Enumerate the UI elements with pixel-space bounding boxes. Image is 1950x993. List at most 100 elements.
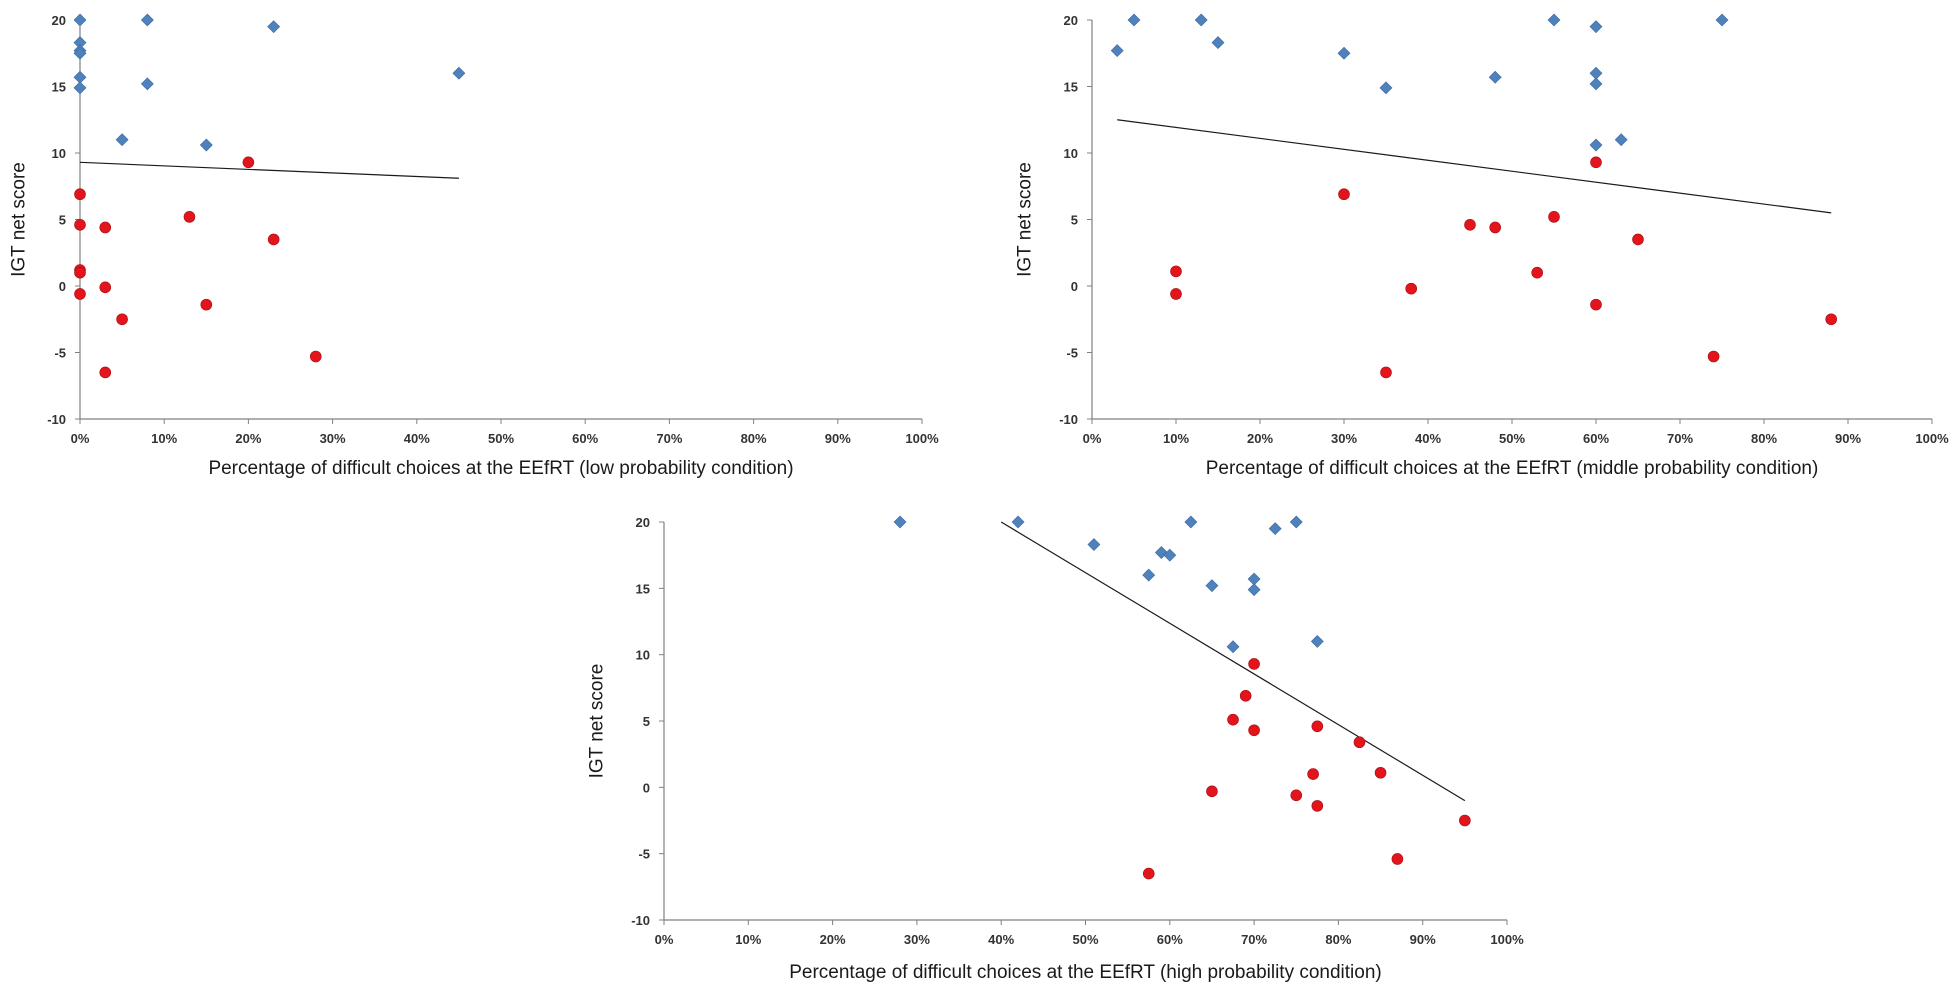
x-axis-label: Percentage of difficult choices at the E… bbox=[789, 962, 1382, 983]
circle-point bbox=[74, 188, 86, 201]
circle-point bbox=[1531, 266, 1543, 279]
diamond-point bbox=[452, 66, 466, 80]
trend-line bbox=[1117, 119, 1832, 214]
y-tick-label: 5 bbox=[1071, 213, 1078, 228]
diamond-point bbox=[1226, 640, 1240, 654]
x-tick-label: 100% bbox=[1490, 932, 1524, 947]
x-tick-label: 60% bbox=[1583, 431, 1609, 446]
circle-point bbox=[99, 221, 112, 234]
circle-point bbox=[1248, 658, 1260, 670]
circle-point bbox=[1170, 265, 1182, 278]
circle-point bbox=[1405, 282, 1417, 295]
y-tick-label: -10 bbox=[47, 412, 66, 427]
y-tick-label: 0 bbox=[59, 279, 66, 294]
x-tick-label: 10% bbox=[151, 431, 177, 446]
diamond-point bbox=[1163, 548, 1177, 562]
chart-1: -10 -5 0 5 10 15 20 0% 10% 20% 30% 40% 50% 60% 70% 80% 9… bbox=[9, 13, 939, 479]
circle-point bbox=[1464, 219, 1476, 231]
y-tick-label: -5 bbox=[638, 847, 650, 862]
diamond-point bbox=[1110, 44, 1124, 58]
circle-point bbox=[1248, 724, 1260, 737]
circle-point bbox=[1632, 233, 1644, 246]
x-tick-label: 90% bbox=[1835, 431, 1861, 446]
diamond-point bbox=[1715, 13, 1729, 27]
y-tick-label: 10 bbox=[1064, 146, 1078, 161]
y-tick-label: 5 bbox=[643, 714, 650, 729]
y-tick-label: 0 bbox=[643, 780, 650, 795]
y-tick-label: 10 bbox=[636, 648, 650, 663]
y-tick-label: 15 bbox=[52, 80, 66, 95]
circle-point bbox=[74, 266, 86, 279]
diamond-point bbox=[1589, 20, 1603, 34]
y-tick-label: -5 bbox=[54, 346, 66, 361]
x-tick-label: 100% bbox=[1915, 431, 1949, 446]
diamond-point bbox=[1211, 36, 1225, 50]
y-tick-label: 20 bbox=[1064, 13, 1078, 28]
circle-point bbox=[1338, 188, 1350, 201]
x-tick-label: 10% bbox=[1163, 431, 1189, 446]
y-tick-label: -5 bbox=[1066, 346, 1078, 361]
circle-point bbox=[1290, 789, 1303, 802]
trend-line bbox=[79, 161, 459, 179]
x-tick-label: 20% bbox=[820, 932, 846, 947]
diamond-point bbox=[1087, 538, 1101, 551]
x-tick-label: 0% bbox=[1083, 431, 1102, 446]
x-axis-label: Percentage of difficult choices at the E… bbox=[208, 458, 793, 479]
diamond-point bbox=[1310, 634, 1324, 648]
circle-point bbox=[183, 211, 196, 223]
chart-3: -10 -5 0 5 10 15 20 0% 10% 20% 30% 40% 50% 60% 70% 80% 9… bbox=[587, 515, 1524, 983]
circle-point bbox=[1311, 720, 1324, 733]
circle-point bbox=[267, 233, 280, 246]
y-tick-label: 20 bbox=[636, 515, 650, 530]
circle-point bbox=[116, 313, 128, 326]
circle-point bbox=[1707, 350, 1720, 363]
x-tick-label: 30% bbox=[904, 932, 930, 947]
diamond-point bbox=[1247, 583, 1261, 597]
x-tick-label: 50% bbox=[1072, 932, 1098, 947]
diamond-point bbox=[1614, 133, 1628, 147]
circle-point bbox=[1353, 736, 1366, 749]
circle-point bbox=[1239, 689, 1252, 702]
y-axis-label: IGT net score bbox=[587, 664, 608, 779]
diamond-point bbox=[73, 13, 87, 27]
x-tick-label: 40% bbox=[404, 431, 430, 446]
y-tick-label: -10 bbox=[631, 913, 650, 928]
diamond-point bbox=[267, 20, 281, 34]
y-axis-label: IGT net score bbox=[1015, 162, 1036, 277]
x-tick-label: 10% bbox=[735, 932, 761, 947]
circle-point bbox=[1206, 785, 1218, 798]
diamond-point bbox=[1547, 13, 1561, 27]
circle-point bbox=[1391, 853, 1404, 865]
circle-point bbox=[1227, 713, 1239, 726]
circle-point bbox=[1307, 768, 1319, 780]
diamond-point bbox=[199, 138, 213, 152]
x-tick-label: 80% bbox=[741, 431, 767, 446]
circle-point bbox=[1170, 288, 1182, 300]
x-tick-label: 100% bbox=[905, 431, 939, 446]
diamond-point bbox=[1194, 13, 1208, 27]
chart-2: -10 -5 0 5 10 15 20 0% 10% 20% 30% 40% 50% 60% 70% 80% 9… bbox=[1015, 13, 1949, 479]
diamond-point bbox=[73, 70, 87, 84]
y-axis-label: IGT net score bbox=[9, 162, 30, 277]
circle-point bbox=[1489, 221, 1501, 234]
x-tick-label: 20% bbox=[1247, 431, 1273, 446]
circle-point bbox=[99, 366, 112, 379]
circle-point bbox=[74, 219, 86, 231]
circle-point bbox=[242, 156, 255, 169]
x-tick-label: 40% bbox=[988, 932, 1014, 947]
circle-point bbox=[1142, 867, 1155, 880]
circle-point bbox=[1548, 211, 1560, 223]
y-tick-label: 15 bbox=[1064, 80, 1078, 95]
x-axis-label: Percentage of difficult choices at the E… bbox=[1206, 458, 1819, 479]
diamond-point bbox=[1184, 515, 1198, 529]
x-tick-label: 30% bbox=[320, 431, 346, 446]
trend-line bbox=[1000, 521, 1466, 802]
x-tick-label: 70% bbox=[1667, 431, 1693, 446]
circle-point bbox=[1374, 766, 1387, 779]
y-tick-label: 15 bbox=[636, 581, 650, 596]
diamond-point bbox=[140, 13, 154, 27]
diamond-point bbox=[140, 77, 154, 91]
x-tick-label: 20% bbox=[235, 431, 261, 446]
y-tick-label: 10 bbox=[52, 146, 66, 161]
